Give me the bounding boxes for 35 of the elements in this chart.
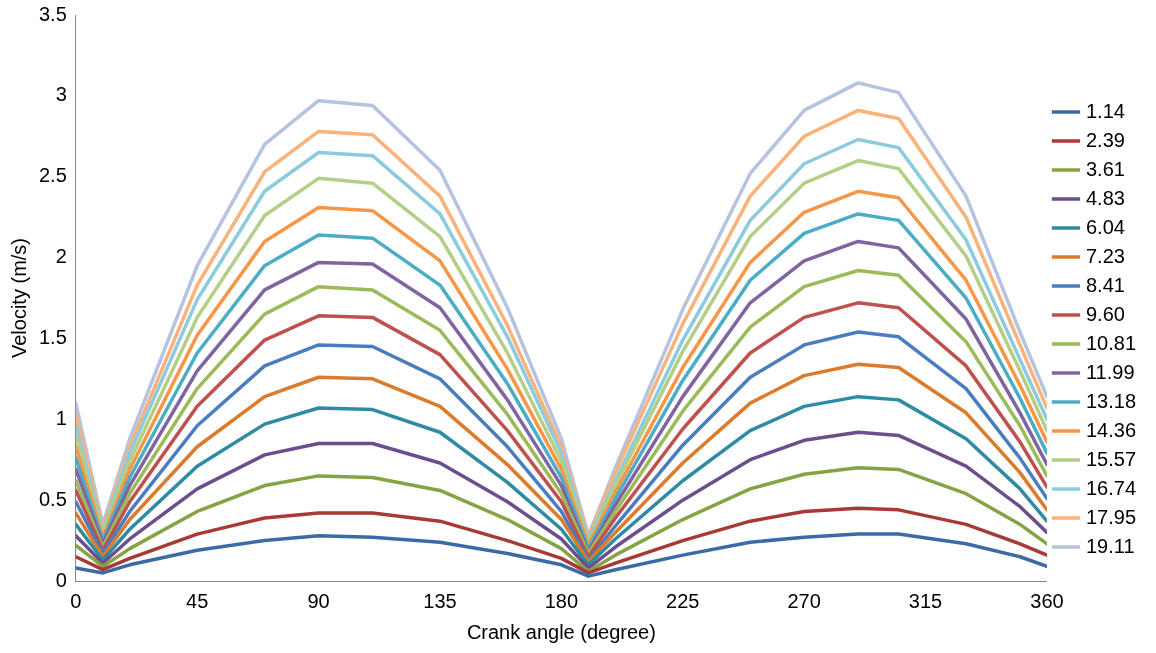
legend-label: 3.61: [1085, 157, 1125, 180]
y-tick-label: 0: [55, 568, 67, 591]
x-tick-label: 180: [544, 589, 579, 612]
legend-label: 9.60: [1085, 302, 1125, 325]
y-tick-label: 2: [55, 245, 67, 268]
legend-label: 11.99: [1085, 360, 1135, 383]
legend-label: 14.36: [1085, 418, 1137, 441]
x-axis-title: Crank angle (degree): [466, 620, 656, 643]
legend-label: 1.14: [1085, 99, 1125, 122]
y-tick-label: 2.5: [38, 164, 67, 187]
x-tick-label: 270: [787, 589, 821, 612]
x-tick-label: 90: [307, 589, 330, 612]
legend-label: 7.23: [1085, 244, 1125, 267]
legend-label: 6.04: [1085, 215, 1125, 238]
legend-label: 19.11: [1085, 534, 1135, 557]
legend-label: 13.18: [1085, 389, 1137, 412]
legend-label: 17.95: [1085, 505, 1137, 528]
y-tick-label: 3.5: [38, 2, 67, 25]
y-tick-label: 3: [55, 83, 67, 106]
x-tick-label: 225: [666, 589, 700, 612]
legend-label: 16.74: [1085, 476, 1137, 499]
y-axis-title: Velocity (m/s): [7, 237, 30, 359]
legend-label: 8.41: [1085, 273, 1125, 296]
x-tick-label: 45: [186, 589, 209, 612]
y-tick-label: 0.5: [38, 487, 67, 510]
legend-label: 15.57: [1085, 447, 1137, 470]
y-tick-label: 1.5: [38, 325, 67, 348]
x-tick-label: 0: [70, 589, 82, 612]
y-tick-label: 1: [55, 406, 67, 429]
x-tick-label: 315: [908, 589, 943, 612]
x-tick-label: 360: [1030, 589, 1064, 612]
legend-label: 2.39: [1085, 128, 1125, 151]
legend-label: 4.83: [1085, 186, 1125, 209]
x-tick-label: 135: [423, 589, 457, 612]
legend-label: 10.81: [1085, 331, 1137, 354]
